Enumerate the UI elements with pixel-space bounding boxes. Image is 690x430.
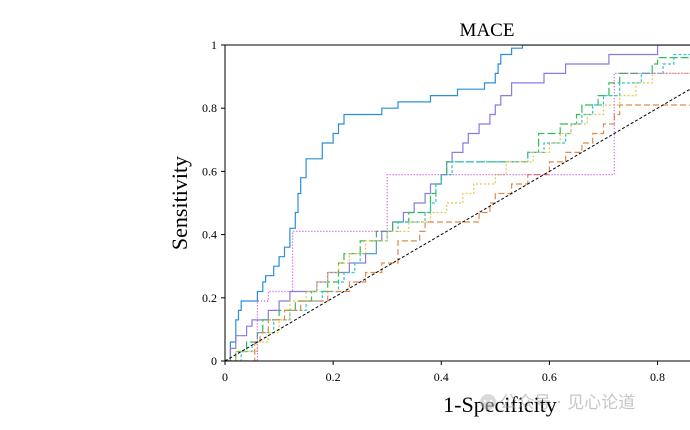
roc-series-line-1 bbox=[225, 45, 690, 361]
y-tick-label: 0.4 bbox=[202, 228, 217, 242]
plot-area: 0 0.2 0.4 0.6 0.8 0 0.2 0.4 0.6 0.8 1 bbox=[202, 38, 690, 384]
x-tick-label: 0.6 bbox=[542, 370, 557, 384]
x-tick-label: 0 bbox=[222, 370, 228, 384]
series-layer bbox=[225, 45, 690, 361]
roc-series-line-5 bbox=[225, 72, 690, 361]
x-tick-label: 0.8 bbox=[650, 370, 665, 384]
y-tick-label: 1 bbox=[211, 38, 217, 52]
roc-series-line-6 bbox=[225, 104, 690, 361]
chart-title: MACE bbox=[460, 20, 515, 41]
x-tick-label: 0.2 bbox=[326, 370, 341, 384]
x-axis-label: 1-Specificity bbox=[443, 392, 557, 417]
y-ticks: 0 0.2 0.4 0.6 0.8 1 bbox=[202, 38, 225, 368]
roc-series-line-3 bbox=[225, 56, 690, 361]
x-ticks: 0 0.2 0.4 0.6 0.8 bbox=[222, 361, 665, 384]
y-axis-label: Sensitivity bbox=[167, 156, 192, 250]
y-tick-label: 0.8 bbox=[202, 101, 217, 115]
roc-series-line-2 bbox=[225, 45, 690, 361]
wechat-icon bbox=[480, 394, 496, 410]
watermark-text: 公众号 · 见心论道 bbox=[500, 393, 635, 413]
roc-series-line-4 bbox=[225, 53, 690, 361]
watermark: 公众号 · 见心论道 bbox=[480, 393, 635, 413]
y-tick-label: 0.2 bbox=[202, 291, 217, 305]
y-tick-label: 0 bbox=[211, 354, 217, 368]
y-tick-label: 0.6 bbox=[202, 164, 217, 178]
x-tick-label: 0.4 bbox=[434, 370, 449, 384]
